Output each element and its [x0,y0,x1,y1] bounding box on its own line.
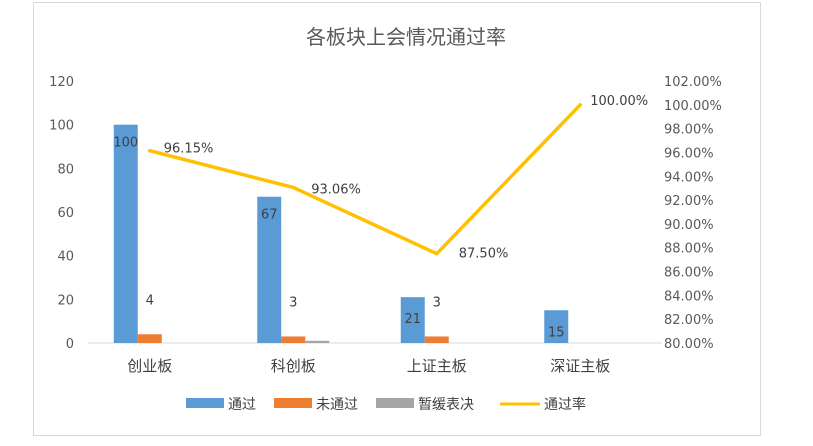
y-right-tick-label: 80.00% [664,337,714,352]
rate-point [578,103,582,107]
bar [257,196,282,343]
y-right-tick-label: 94.00% [664,170,714,185]
y-left-tick-label: 120 [49,75,74,90]
bar-data-label: 3 [433,295,441,310]
line-data-label: 93.06% [311,182,361,197]
bar-data-label: 4 [146,293,154,308]
y-right-tick-label: 92.00% [664,194,714,209]
y-right-tick-label: 84.00% [664,289,714,304]
bar-data-label: 100 [113,136,138,151]
legend-label: 通过率 [544,396,586,413]
legend-label: 未通过 [316,397,358,413]
x-tick-label: 深证主板 [550,357,610,375]
y-left-tick-label: 80 [57,162,74,177]
y-right-tick-label: 96.00% [664,146,714,161]
y-right-tick-label: 82.00% [664,313,714,328]
line-data-label: 96.15% [164,142,214,157]
rate-point [435,252,439,256]
bar-data-label: 3 [289,295,297,310]
y-right-tick-label: 86.00% [664,266,714,281]
line-data-label: 100.00% [590,94,648,109]
bar [544,310,569,343]
bar [113,124,138,344]
legend-swatch [186,398,224,408]
y-right-tick-label: 90.00% [664,218,714,233]
bar [281,336,306,343]
bar [137,334,162,343]
chart-frame [33,2,761,436]
bar [305,340,330,343]
bar-data-label: 21 [404,312,421,327]
bar-data-label: 15 [548,325,565,340]
rate-line [148,103,582,256]
y-left-tick-label: 0 [66,337,74,352]
chart-title: 各板块上会情况通过率 [306,25,506,49]
line-data-label: 87.50% [459,247,509,262]
rate-point [148,149,152,153]
x-tick-label: 上证主板 [407,357,467,375]
rate-point [291,185,295,189]
y-left-tick-label: 60 [57,206,74,221]
y-right-tick-label: 100.00% [664,99,722,114]
x-tick-label: 创业板 [127,357,172,375]
y-right-tick-label: 102.00% [664,75,722,90]
y-right-tick-label: 98.00% [664,123,714,138]
bar-data-label: 67 [261,208,278,223]
bar [424,336,449,343]
legend-label: 暂缓表决 [418,397,474,413]
y-left-tick-label: 100 [49,119,74,134]
y-left-tick-label: 20 [57,293,74,308]
legend-label: 通过 [228,397,256,413]
y-right-tick-label: 88.00% [664,242,714,257]
legend-swatch [376,398,414,408]
bar [400,297,425,343]
x-tick-label: 科创板 [271,357,316,375]
y-left-tick-label: 40 [57,250,74,265]
legend-swatch [274,398,312,408]
